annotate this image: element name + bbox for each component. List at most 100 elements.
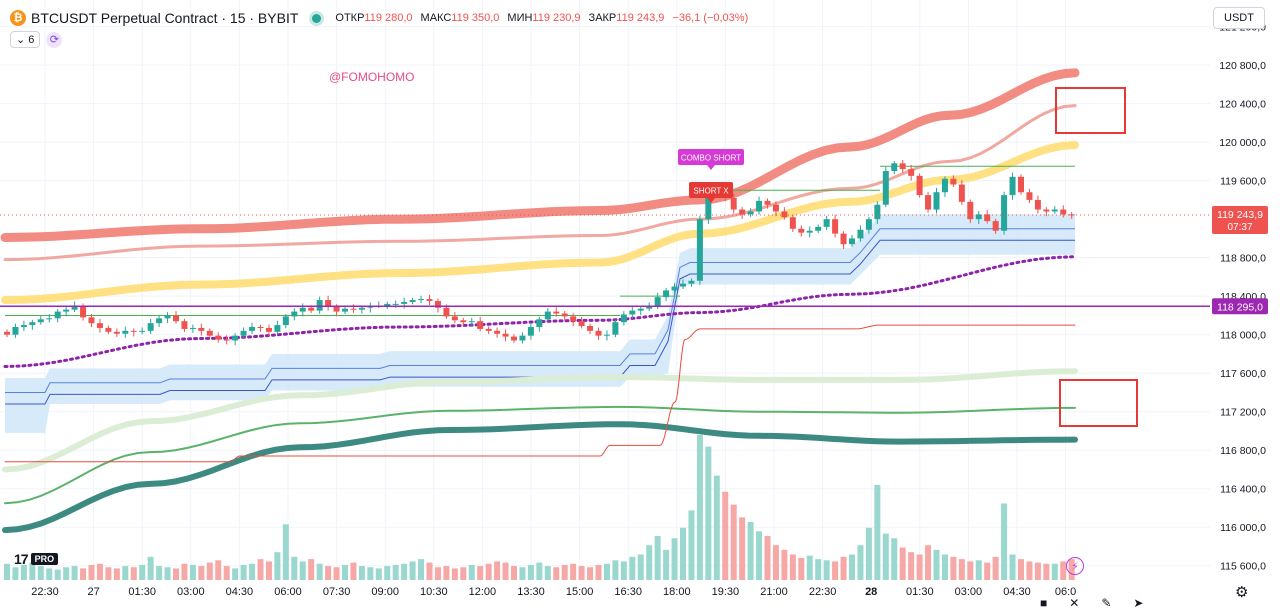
candle[interactable] bbox=[941, 176, 948, 197]
candle[interactable] bbox=[992, 218, 999, 234]
candle[interactable] bbox=[849, 235, 855, 247]
sync-icon[interactable]: ⟳ bbox=[46, 31, 63, 48]
candle[interactable] bbox=[1026, 188, 1033, 204]
candle[interactable] bbox=[494, 327, 501, 338]
candle[interactable] bbox=[130, 328, 137, 337]
candle[interactable] bbox=[105, 325, 112, 335]
candle[interactable] bbox=[536, 316, 543, 332]
candle[interactable] bbox=[426, 294, 433, 305]
indicators-toggle-button[interactable]: ⌄ 6 bbox=[10, 31, 41, 48]
candle[interactable] bbox=[882, 166, 889, 208]
candle[interactable] bbox=[806, 226, 813, 238]
candle[interactable] bbox=[468, 317, 475, 327]
candle[interactable] bbox=[637, 306, 644, 316]
candle[interactable] bbox=[113, 328, 120, 337]
candle[interactable] bbox=[139, 327, 146, 335]
candle[interactable] bbox=[916, 173, 923, 198]
candle[interactable] bbox=[595, 327, 602, 340]
candle[interactable] bbox=[299, 303, 306, 317]
candle[interactable] bbox=[511, 334, 517, 343]
candle[interactable] bbox=[756, 196, 763, 215]
candle[interactable] bbox=[874, 201, 881, 224]
candle[interactable] bbox=[815, 224, 822, 234]
toolbar-x-icon[interactable]: ✕ bbox=[1069, 596, 1080, 610]
candle[interactable] bbox=[857, 225, 864, 242]
candle[interactable] bbox=[891, 160, 898, 175]
candle[interactable] bbox=[54, 309, 61, 323]
candle[interactable] bbox=[553, 307, 560, 317]
candle[interactable] bbox=[12, 323, 19, 338]
candle[interactable] bbox=[739, 207, 746, 220]
candle[interactable] bbox=[1068, 211, 1075, 219]
candle[interactable] bbox=[215, 332, 222, 343]
candle[interactable] bbox=[375, 301, 382, 309]
candle[interactable] bbox=[984, 210, 991, 224]
candle[interactable] bbox=[316, 296, 323, 314]
candle[interactable] bbox=[730, 193, 737, 214]
candle[interactable] bbox=[772, 201, 779, 217]
toolbar-send-icon[interactable]: ➤ bbox=[1133, 596, 1144, 610]
time-axis[interactable]: 22:30 27 01:30 03:00 04:30 06:00 07:30 09:00 10:… bbox=[31, 586, 1076, 598]
candle[interactable] bbox=[1043, 207, 1050, 217]
candle[interactable] bbox=[908, 164, 915, 181]
candle[interactable] bbox=[291, 308, 298, 321]
lightning-icon[interactable]: ⚡ bbox=[1066, 557, 1084, 575]
candle[interactable] bbox=[764, 198, 771, 209]
candle[interactable] bbox=[409, 297, 416, 305]
candle[interactable] bbox=[747, 208, 754, 217]
candle[interactable] bbox=[696, 215, 703, 285]
candle[interactable] bbox=[198, 323, 205, 336]
candle[interactable] bbox=[561, 311, 568, 321]
candle[interactable] bbox=[96, 318, 103, 333]
candle[interactable] bbox=[325, 295, 332, 311]
candle[interactable] bbox=[63, 306, 70, 317]
candle[interactable] bbox=[164, 312, 171, 324]
symbol-title[interactable]: BTCUSDT Perpetual Contract · 15 · BYBIT bbox=[31, 10, 299, 26]
candle[interactable] bbox=[206, 328, 213, 339]
candle[interactable] bbox=[958, 180, 965, 206]
candle[interactable] bbox=[367, 302, 374, 313]
candle[interactable] bbox=[122, 326, 129, 338]
candle[interactable] bbox=[925, 191, 932, 213]
candle[interactable] bbox=[460, 317, 467, 327]
candle[interactable] bbox=[603, 330, 610, 341]
candle[interactable] bbox=[950, 175, 957, 187]
tradingview-logo[interactable]: 17 PRO bbox=[14, 551, 59, 567]
candle[interactable] bbox=[1060, 205, 1067, 218]
candle[interactable] bbox=[680, 279, 686, 289]
candle[interactable] bbox=[223, 335, 230, 345]
candle[interactable] bbox=[282, 313, 289, 329]
candle[interactable] bbox=[502, 329, 509, 342]
candle[interactable] bbox=[477, 316, 484, 332]
candle[interactable] bbox=[671, 283, 678, 296]
toolbar-pen-icon[interactable]: ✎ bbox=[1101, 596, 1112, 610]
candle[interactable] bbox=[975, 210, 982, 224]
candle[interactable] bbox=[798, 225, 805, 237]
candle[interactable] bbox=[434, 298, 441, 313]
toolbar-square-icon[interactable]: ■ bbox=[1040, 596, 1048, 610]
candle[interactable] bbox=[544, 308, 551, 322]
candle[interactable] bbox=[663, 288, 670, 302]
candle[interactable] bbox=[612, 319, 619, 338]
candle[interactable] bbox=[29, 319, 36, 330]
candle[interactable] bbox=[4, 329, 10, 338]
candle[interactable] bbox=[1009, 172, 1016, 200]
candle[interactable] bbox=[899, 159, 906, 174]
candle[interactable] bbox=[249, 322, 256, 335]
candle[interactable] bbox=[147, 318, 154, 335]
candle[interactable] bbox=[88, 313, 95, 328]
candle[interactable] bbox=[173, 311, 179, 324]
candle[interactable] bbox=[578, 316, 585, 329]
candle[interactable] bbox=[840, 231, 847, 249]
candle[interactable] bbox=[1034, 195, 1041, 214]
candle[interactable] bbox=[1051, 206, 1058, 214]
candle[interactable] bbox=[967, 199, 974, 224]
candle[interactable] bbox=[688, 278, 695, 287]
candle[interactable] bbox=[181, 318, 188, 333]
candle[interactable] bbox=[527, 322, 534, 340]
candle[interactable] bbox=[189, 324, 196, 333]
last-price-badge[interactable] bbox=[1212, 205, 1268, 234]
candle[interactable] bbox=[1018, 174, 1024, 195]
